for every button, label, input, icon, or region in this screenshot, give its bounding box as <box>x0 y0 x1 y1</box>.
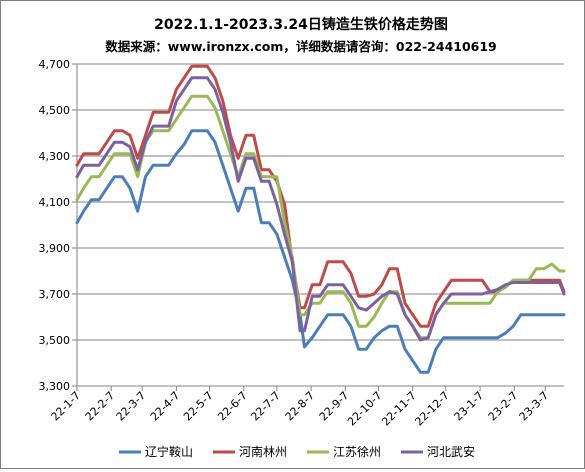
chart-title: 2022.1.1-2023.3.24日铸造生铁价格走势图 <box>154 16 448 33</box>
chart-subtitle: 数据来源：www.ironzx.com，详细数据请咨询：022-24410619 <box>104 39 497 54</box>
x-tick-label: 23-2-7 <box>486 389 521 424</box>
x-tick-label: 22-7-7 <box>248 389 283 424</box>
x-tick-label: 22-8-7 <box>283 389 318 424</box>
y-tick-label: 3,700 <box>39 288 71 301</box>
x-tick-label: 22-10-7 <box>345 389 385 429</box>
x-tick-label: 23-1-7 <box>452 389 487 424</box>
legend-label: 江苏徐州 <box>333 444 381 459</box>
legend-label: 河北武安 <box>427 444 475 459</box>
x-tick-label: 23-3-7 <box>517 389 552 424</box>
x-tick-label: 22-2-7 <box>83 389 118 424</box>
x-tick-label: 22-1-7 <box>49 389 84 424</box>
series-lines <box>75 64 566 374</box>
x-tick-label: 22-11-7 <box>379 389 419 429</box>
legend-label: 辽宁鞍山 <box>145 444 193 459</box>
legend-entry: 河北武安 <box>401 444 475 459</box>
y-tick-label: 4,700 <box>39 58 71 71</box>
legend: 辽宁鞍山 河南林州 江苏徐州 河北武安 <box>119 444 475 459</box>
x-axis-tick-labels: 22-1-7 22-2-722-3-7 22-4-722-5-7 22-6-722-7… <box>49 389 552 429</box>
x-tick-label: 22-3-7 <box>114 389 149 424</box>
x-tick-label: 22-6-7 <box>215 389 250 424</box>
y-tick-label: 3,300 <box>39 380 71 393</box>
series-line-河北武安 <box>75 76 566 342</box>
x-tick-label: 22-12-7 <box>412 389 452 429</box>
legend-entry: 河南林州 <box>213 444 287 459</box>
y-tick-label: 4,100 <box>39 196 71 209</box>
y-tick-label: 3,500 <box>39 334 71 347</box>
y-tick-label: 3,900 <box>39 242 71 255</box>
axes <box>72 63 564 391</box>
x-tick-label: 22-4-7 <box>148 389 183 424</box>
legend-entry: 江苏徐州 <box>307 444 381 459</box>
y-tick-label: 4,500 <box>39 104 71 117</box>
series-line-江苏徐州 <box>75 94 566 340</box>
y-axis-tick-labels: 3,300 3,500 3,700 3,900 4,100 4,300 4,500 4,700 <box>39 58 71 393</box>
y-tick-label: 4,300 <box>39 150 71 163</box>
series-line-辽宁鞍山 <box>75 129 566 374</box>
legend-entry: 辽宁鞍山 <box>119 444 193 459</box>
x-tick-label: 22-5-7 <box>181 389 216 424</box>
legend-label: 河南林州 <box>239 444 287 459</box>
series-line-河南林州 <box>75 64 566 328</box>
